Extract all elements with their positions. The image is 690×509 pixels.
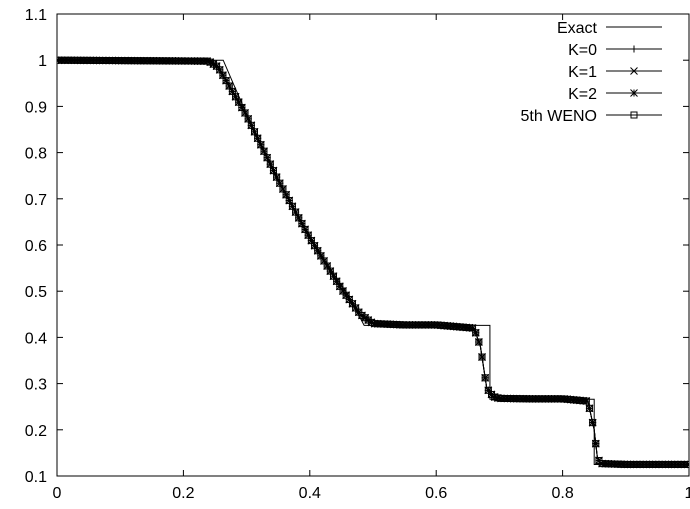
- y-tick-label: 0.8: [25, 146, 47, 163]
- y-tick-label: 0.5: [25, 284, 47, 301]
- legend: Exact K=0 K=1 K=2 5th WENO: [521, 20, 662, 125]
- data-point-5th-weno: [592, 440, 600, 448]
- legend-marker-k-2: [630, 89, 638, 97]
- x-tick-label: 0.8: [551, 485, 573, 502]
- y-tick-label: 0.7: [25, 192, 47, 209]
- y-tick-label: 1: [38, 53, 47, 70]
- legend-label-k-2: K=2: [568, 86, 597, 103]
- legend-label-k-0: K=0: [568, 42, 597, 59]
- legend-label-5th-weno: 5th WENO: [521, 108, 597, 125]
- data-point-5th-weno: [585, 404, 593, 412]
- legend-marker-5th-weno: [630, 111, 638, 119]
- series-markers-5th-weno: [57, 56, 689, 468]
- legend-marker-k-0: [630, 45, 638, 53]
- y-tick-label: 0.4: [25, 330, 47, 347]
- data-point-5th-weno: [683, 460, 689, 468]
- y-tick-label: 0.1: [25, 469, 47, 486]
- legend-label-k-1: K=1: [568, 64, 597, 81]
- plot-frame: [56, 13, 690, 477]
- x-tick-label: 0.2: [172, 485, 194, 502]
- axis-ticks: 0 0.2 0.4 0.6 0.8 1 0.1 0.2 0.3 0.4 0.5 0.6 0.7 0.8 0.…: [25, 7, 690, 502]
- data-point-5th-weno: [481, 374, 489, 382]
- legend-label-exact: Exact: [557, 20, 598, 37]
- y-tick-label: 0.3: [25, 377, 47, 394]
- series-layer: [57, 56, 689, 469]
- x-tick-label: 0.6: [425, 485, 447, 502]
- x-tick-label: 1: [685, 485, 690, 502]
- legend-marker-k-1: [630, 67, 638, 75]
- x-tick-label: 0.4: [299, 485, 321, 502]
- data-point-5th-weno: [472, 329, 480, 337]
- data-point-5th-weno: [475, 338, 483, 346]
- x-tick-label: 0: [53, 485, 62, 502]
- data-point-5th-weno: [589, 419, 597, 427]
- data-point-5th-weno: [582, 397, 590, 405]
- data-point-5th-weno: [478, 353, 486, 361]
- y-tick-label: 0.2: [25, 423, 47, 440]
- series-line-5th-weno: [57, 59, 689, 465]
- y-tick-label: 0.9: [25, 99, 47, 116]
- y-tick-label: 1.1: [25, 7, 47, 24]
- y-tick-label: 0.6: [25, 238, 47, 255]
